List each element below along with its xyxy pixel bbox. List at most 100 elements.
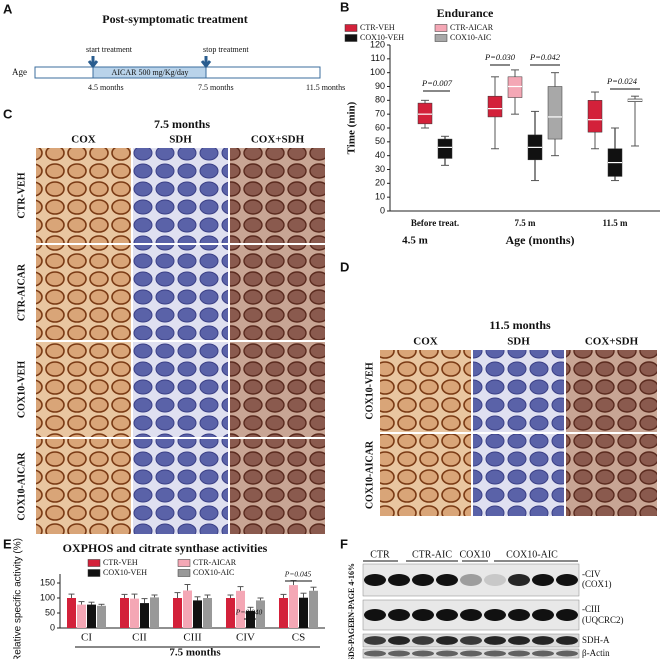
static-layer: A Post-symptomatic treatment Age AICAR 5… xyxy=(3,0,551,551)
bar xyxy=(279,598,288,628)
band xyxy=(556,609,578,621)
band xyxy=(508,650,530,657)
legend-label: CTR-AICAR xyxy=(193,558,237,567)
x-tick-label: CS xyxy=(292,632,305,644)
band xyxy=(508,636,530,645)
category-note: 4.5 m xyxy=(402,235,428,247)
row-label: CTR-VEH xyxy=(16,172,27,218)
micrograph xyxy=(230,439,325,534)
legend-label: COX10-VEH xyxy=(360,33,404,42)
y-tick-label: 20 xyxy=(375,178,385,188)
p-value: P=0.042 xyxy=(529,52,561,62)
y-tick-label: 40 xyxy=(375,150,385,160)
band xyxy=(508,609,530,621)
band xyxy=(532,650,554,657)
band xyxy=(436,609,458,621)
y-tick-label: 0 xyxy=(380,205,385,215)
treatment-window xyxy=(92,66,207,79)
band xyxy=(532,636,554,645)
column-header: SDH xyxy=(169,134,192,146)
band xyxy=(532,574,554,586)
lane-label: CTR xyxy=(370,549,390,560)
p-value: P=0.030 xyxy=(484,52,516,62)
row-label: COX10-AICAR xyxy=(364,440,375,509)
band-label: -CIII xyxy=(582,604,600,614)
bar xyxy=(183,590,192,628)
box xyxy=(417,102,433,125)
bar xyxy=(236,590,245,628)
treatment-label: AICAR 500 mg/Kg/day xyxy=(112,68,189,77)
y-tick-label: 100 xyxy=(40,592,55,602)
band-label: (COX1) xyxy=(582,579,612,589)
x-tick-label: 7.5 m xyxy=(515,218,537,228)
band xyxy=(484,574,506,586)
bar xyxy=(97,605,106,628)
legend-swatch xyxy=(344,24,358,32)
y-tick-label: 50 xyxy=(45,607,55,617)
y-tick-label: 70 xyxy=(375,109,385,119)
band xyxy=(556,650,578,657)
y-tick-label: 60 xyxy=(375,122,385,132)
micrograph xyxy=(230,342,325,437)
legend-label: CTR-VEH xyxy=(360,23,395,32)
x-tick-label: 11.5 m xyxy=(602,218,628,228)
start-label: start treatment xyxy=(86,45,133,54)
panel-label: A xyxy=(3,1,13,16)
micrograph xyxy=(473,434,564,516)
band xyxy=(388,636,410,645)
band xyxy=(508,574,530,586)
p-value: P=0.040 xyxy=(235,608,263,617)
band xyxy=(460,650,482,657)
band xyxy=(556,636,578,645)
age-tick: 7.5 months xyxy=(198,83,234,92)
bar xyxy=(140,603,149,628)
band xyxy=(436,574,458,586)
bar xyxy=(226,598,235,628)
panel-label: F xyxy=(340,536,348,551)
micrograph xyxy=(230,245,325,340)
bar xyxy=(309,590,318,628)
legend-swatch xyxy=(87,569,101,577)
band xyxy=(436,636,458,645)
box xyxy=(487,95,503,118)
column-header: COX+SDH xyxy=(251,134,305,146)
bar xyxy=(87,604,96,628)
band-label: β-Actin xyxy=(582,648,610,658)
lane-label: CTR-AIC xyxy=(412,549,452,560)
legend-label: CTR-VEH xyxy=(103,558,138,567)
start-arrow xyxy=(87,56,99,69)
bar xyxy=(67,598,76,628)
micrograph xyxy=(36,245,131,340)
bar xyxy=(130,598,139,628)
micrograph xyxy=(380,350,471,432)
band xyxy=(436,650,458,657)
legend-swatch xyxy=(177,569,191,577)
band xyxy=(412,636,434,645)
age-tick: 11.5 months xyxy=(306,83,345,92)
x-tick-label: CI xyxy=(81,632,92,644)
band xyxy=(484,650,506,657)
band xyxy=(460,574,482,586)
histology-title: 7.5 months xyxy=(154,117,210,131)
box xyxy=(587,100,603,133)
legend-label: COX10-VEH xyxy=(103,568,147,577)
micrograph xyxy=(36,148,131,243)
band xyxy=(364,609,386,621)
panel-label: E xyxy=(3,536,12,551)
band-label: -CIV xyxy=(582,569,601,579)
age-label: Age xyxy=(12,67,27,77)
y-tick-label: 110 xyxy=(371,53,385,63)
band xyxy=(412,609,434,621)
age-tick: 4.5 months xyxy=(88,83,124,92)
gel-label: BN-PAGE 4-16% xyxy=(347,563,356,623)
chart-title: Endurance xyxy=(437,6,494,20)
x-axis-label: Age (months) xyxy=(506,233,575,247)
bar xyxy=(173,598,182,628)
row-label: COX10-VEH xyxy=(16,361,27,418)
legend-label: COX10-AIC xyxy=(450,33,491,42)
legend-swatch xyxy=(434,24,448,32)
y-tick-label: 30 xyxy=(375,164,385,174)
panel-label: B xyxy=(340,0,349,14)
column-header: COX xyxy=(71,134,96,146)
